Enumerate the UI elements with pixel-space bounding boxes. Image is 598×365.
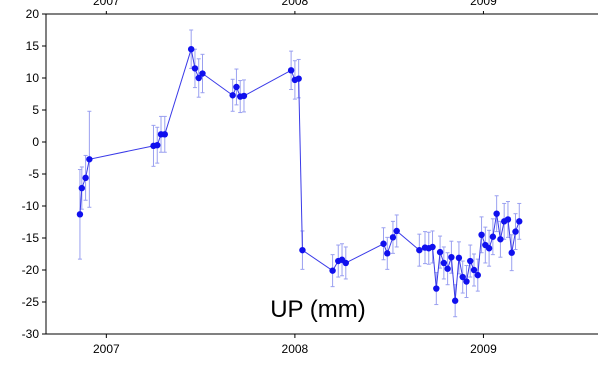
data-point xyxy=(240,92,248,100)
y-tick-label: 5 xyxy=(32,103,39,117)
data-point xyxy=(191,65,199,72)
data-point xyxy=(459,273,466,281)
data-point xyxy=(467,257,474,265)
data-point xyxy=(436,248,444,256)
top-tick-labels: 2007 2008 2009 xyxy=(93,0,497,8)
data-point xyxy=(187,46,195,53)
data-point xyxy=(504,216,512,223)
x-tick-label: 2008 xyxy=(282,342,309,356)
x-tick-label-top: 2009 xyxy=(470,0,497,8)
data-point xyxy=(82,174,89,182)
data-point xyxy=(416,246,423,254)
data-point xyxy=(78,184,86,192)
data-point xyxy=(433,285,440,292)
inner-label: UP (mm) xyxy=(270,296,366,323)
data-point xyxy=(516,218,523,225)
data-point xyxy=(429,243,436,251)
data-point xyxy=(389,234,397,241)
data-point xyxy=(161,131,168,138)
data-point xyxy=(444,265,451,272)
data-point xyxy=(154,142,161,149)
plot-frame xyxy=(45,13,598,335)
y-axis: 20 15 10 5 0 -5 -10 -15 -20 -25 -30 xyxy=(22,7,46,341)
x-tick-label: 2007 xyxy=(93,342,120,356)
y-tick-label: 0 xyxy=(32,135,39,149)
x-tick-label-top: 2007 xyxy=(93,0,120,8)
inner-label-background xyxy=(262,290,374,324)
data-point xyxy=(195,74,202,82)
y-tick-label: -30 xyxy=(22,327,40,341)
data-point xyxy=(455,254,463,262)
data-point xyxy=(493,210,500,217)
data-point xyxy=(287,67,295,74)
data-point xyxy=(508,249,515,256)
data-point xyxy=(233,83,240,91)
data-point xyxy=(489,233,497,240)
y-tick-label: -25 xyxy=(22,295,40,309)
data-point xyxy=(86,156,93,163)
data-point xyxy=(329,267,336,274)
data-point xyxy=(76,211,84,218)
y-tick-label: 15 xyxy=(26,39,40,53)
x-tick-label-top: 2008 xyxy=(282,0,309,8)
x-axis: 2007 2008 2009 xyxy=(93,11,497,356)
y-tick-label: -10 xyxy=(22,199,40,213)
data-point xyxy=(497,236,504,243)
y-tick-label: 20 xyxy=(26,7,40,21)
data-point xyxy=(380,240,387,247)
y-tick-label: 10 xyxy=(26,71,40,85)
data-point xyxy=(478,231,485,238)
data-point xyxy=(485,245,493,252)
data-point xyxy=(393,227,400,235)
data-point xyxy=(229,92,236,99)
data-point xyxy=(512,228,519,235)
data-point xyxy=(463,278,470,285)
data-points xyxy=(76,46,523,304)
data-point xyxy=(342,259,349,267)
data-point xyxy=(470,266,478,274)
data-point xyxy=(384,250,391,257)
data-point xyxy=(299,246,306,254)
data-point xyxy=(448,254,455,261)
y-tick-label: -15 xyxy=(22,231,40,245)
y-tick-label: -5 xyxy=(28,167,39,181)
x-tick-label: 2009 xyxy=(470,342,497,356)
y-tick-label: -20 xyxy=(22,263,40,277)
data-point xyxy=(440,259,448,267)
data-point xyxy=(474,271,481,279)
data-point xyxy=(451,297,459,304)
data-point xyxy=(295,75,302,82)
data-point xyxy=(199,70,206,77)
